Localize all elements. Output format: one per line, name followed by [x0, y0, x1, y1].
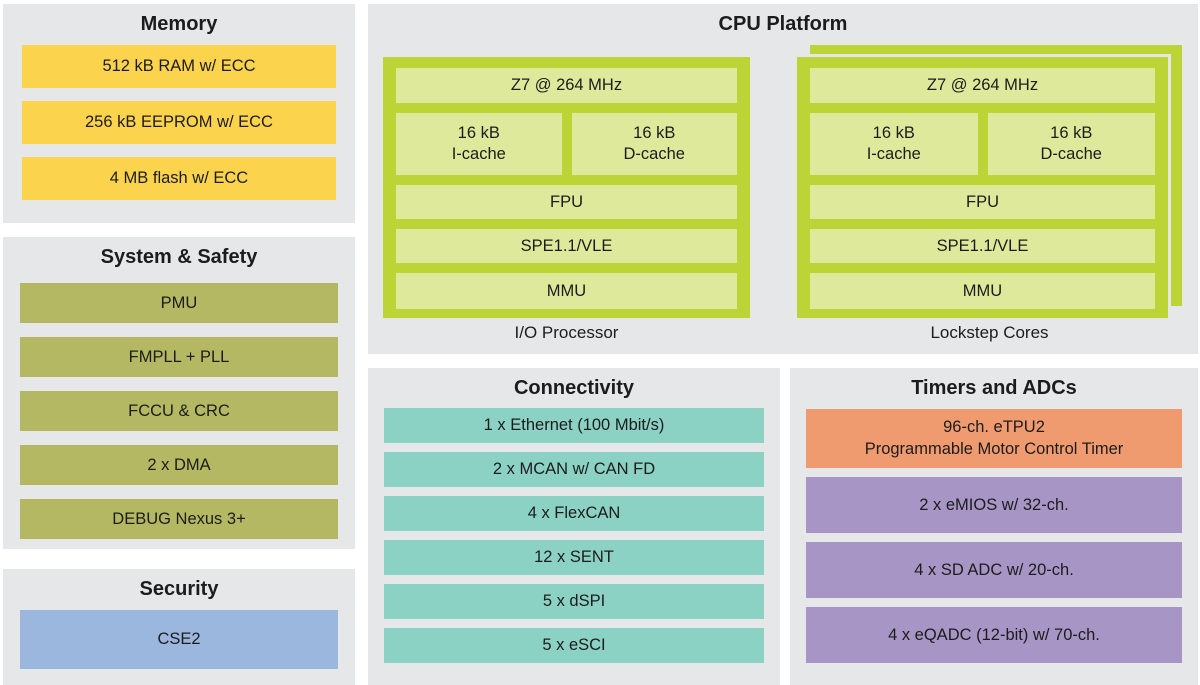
dcache-label: D-cache	[1040, 145, 1102, 163]
etpu-line2: Programmable Motor Control Timer	[864, 439, 1124, 458]
etpu-block: 96-ch. eTPU2 Programmable Motor Control …	[806, 409, 1182, 468]
mmu-block: MMU	[810, 273, 1155, 309]
lockstep-core: Z7 @ 264 MHz 16 kB I-cache 16 kB D-cache…	[794, 54, 1171, 321]
connectivity-section: Connectivity 1 x Ethernet (100 Mbit/s) 2…	[368, 368, 780, 685]
core-cache-row: 16 kB I-cache 16 kB D-cache	[810, 113, 1155, 175]
sd-adc-block: 4 x SD ADC w/ 20-ch.	[806, 542, 1182, 598]
connectivity-block-sent: 12 x SENT	[384, 540, 764, 575]
security-title: Security	[139, 578, 219, 600]
connectivity-block-flexcan: 4 x FlexCAN	[384, 496, 764, 531]
system-block-fmpll: FMPLL + PLL	[20, 337, 338, 377]
memory-block-flash: 4 MB flash w/ ECC	[22, 157, 336, 200]
security-block-cse2: CSE2	[20, 610, 338, 669]
memory-block-eeprom: 256 kB EEPROM w/ ECC	[22, 101, 336, 144]
system-block-debug: DEBUG Nexus 3+	[20, 499, 338, 539]
spe-vle-block: SPE1.1/VLE	[396, 229, 737, 263]
dcache-label: D-cache	[623, 145, 685, 163]
system-block-dma: 2 x DMA	[20, 445, 338, 485]
system-safety-section: System & Safety PMU FMPLL + PLL FCCU & C…	[3, 237, 355, 549]
timers-adcs-title: Timers and ADCs	[911, 377, 1077, 399]
memory-title: Memory	[140, 13, 218, 35]
icache-size: 16 kB	[457, 123, 500, 142]
cpu-platform-section: CPU Platform Z7 @ 264 MHz 16 kB I-cache …	[368, 4, 1198, 354]
eqadc-block: 4 x eQADC (12-bit) w/ 70-ch.	[806, 607, 1182, 663]
icache-label: I-cache	[866, 145, 921, 163]
mmu-block: MMU	[396, 273, 737, 309]
etpu-line1: 96-ch. eTPU2	[943, 417, 1045, 436]
emios-block: 2 x eMIOS w/ 32-ch.	[806, 477, 1182, 533]
memory-block-ram: 512 kB RAM w/ ECC	[22, 45, 336, 88]
fpu-block: FPU	[396, 185, 737, 219]
connectivity-block-ethernet: 1 x Ethernet (100 Mbit/s)	[384, 408, 764, 443]
dcache-size: 16 kB	[1050, 123, 1093, 142]
io-processor-caption: I/O Processor	[514, 323, 619, 342]
dcache-block: 16 kB D-cache	[987, 113, 1155, 175]
io-processor-core: Z7 @ 264 MHz 16 kB I-cache 16 kB D-cache…	[383, 57, 750, 318]
connectivity-title: Connectivity	[513, 377, 635, 399]
core-clock-block: Z7 @ 264 MHz	[396, 68, 737, 103]
security-section: Security CSE2	[3, 569, 355, 685]
icache-size: 16 kB	[872, 123, 915, 142]
core-cache-row: 16 kB I-cache 16 kB D-cache	[396, 113, 737, 175]
icache-label: I-cache	[451, 145, 506, 163]
timers-adcs-section: Timers and ADCs 96-ch. eTPU2 Programmabl…	[790, 368, 1198, 685]
icache-block: 16 kB I-cache	[396, 113, 562, 175]
connectivity-block-dspi: 5 x dSPI	[384, 584, 764, 619]
fpu-block: FPU	[810, 185, 1155, 219]
connectivity-block-mcan: 2 x MCAN w/ CAN FD	[384, 452, 764, 487]
cpu-platform-title: CPU Platform	[718, 13, 848, 35]
icache-block: 16 kB I-cache	[810, 113, 978, 175]
core-clock-block: Z7 @ 264 MHz	[810, 68, 1155, 103]
system-block-fccu: FCCU & CRC	[20, 391, 338, 431]
system-safety-title: System & Safety	[100, 246, 258, 268]
system-block-pmu: PMU	[20, 283, 338, 323]
lockstep-cores-caption: Lockstep Cores	[930, 323, 1049, 342]
dcache-size: 16 kB	[633, 123, 676, 142]
spe-vle-block: SPE1.1/VLE	[810, 229, 1155, 263]
memory-section: Memory 512 kB RAM w/ ECC 256 kB EEPROM w…	[3, 4, 355, 223]
dcache-block: 16 kB D-cache	[571, 113, 737, 175]
connectivity-block-esci: 5 x eSCI	[384, 628, 764, 663]
